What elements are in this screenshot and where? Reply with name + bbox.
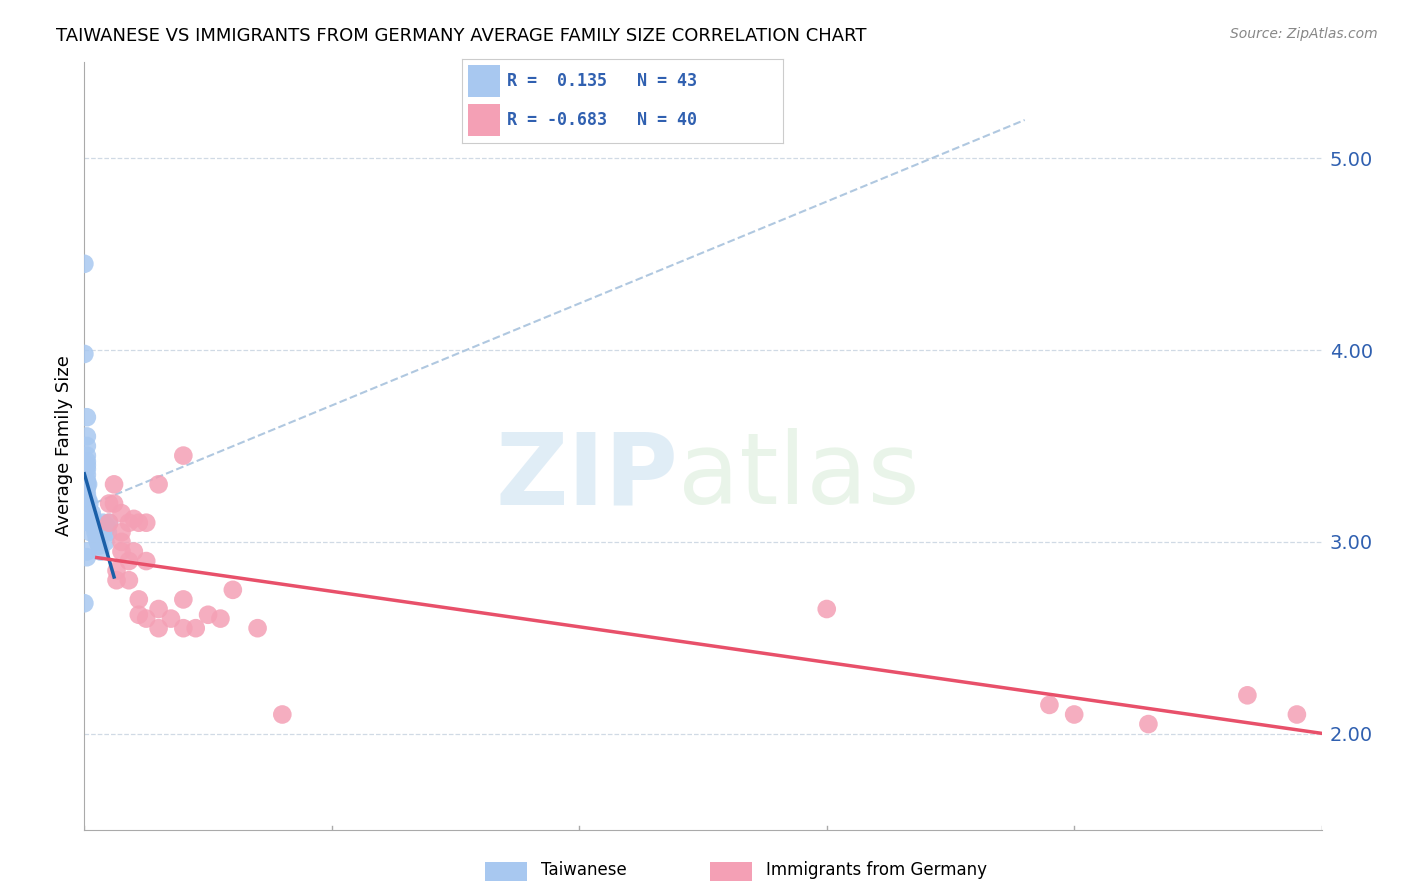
Point [73, 347, 96, 361]
Point [76, 467, 98, 482]
Point [76, 506, 98, 520]
Text: ZIP: ZIP [495, 428, 678, 525]
Point [94, 534, 117, 549]
Point [73, 596, 96, 610]
Point [128, 592, 150, 607]
Point [135, 554, 157, 568]
Point [135, 612, 157, 626]
Point [77, 477, 100, 491]
Point [76, 458, 98, 473]
Point [79, 516, 101, 530]
Point [271, 707, 294, 722]
Point [110, 534, 132, 549]
Point [91, 516, 114, 530]
Point [76, 544, 98, 558]
Point [128, 607, 150, 622]
Point [98, 516, 121, 530]
Point [89, 539, 111, 553]
Point [76, 449, 98, 463]
Point [160, 612, 183, 626]
Point [79, 516, 101, 530]
Point [79, 525, 101, 540]
Point [90, 525, 112, 540]
Point [172, 592, 194, 607]
Point [184, 621, 207, 635]
Point [97, 525, 120, 540]
Point [87, 534, 110, 549]
Point [1236, 689, 1258, 703]
Point [76, 500, 98, 515]
Point [1285, 707, 1308, 722]
Point [1137, 717, 1160, 731]
Point [76, 454, 98, 468]
Point [80, 506, 103, 520]
Point [76, 481, 98, 495]
Point [98, 516, 121, 530]
Point [122, 544, 145, 558]
Text: TAIWANESE VS IMMIGRANTS FROM GERMANY AVERAGE FAMILY SIZE CORRELATION CHART: TAIWANESE VS IMMIGRANTS FROM GERMANY AVE… [56, 27, 866, 45]
Text: Taiwanese: Taiwanese [541, 861, 627, 879]
Text: Immigrants from Germany: Immigrants from Germany [766, 861, 987, 879]
Point [77, 506, 100, 520]
Point [76, 474, 98, 488]
Point [172, 449, 194, 463]
Point [105, 564, 128, 578]
Point [110, 525, 132, 540]
Point [128, 516, 150, 530]
Point [79, 496, 101, 510]
Point [209, 612, 232, 626]
Y-axis label: Average Family Size: Average Family Size [55, 356, 73, 536]
Text: atlas: atlas [678, 428, 920, 525]
Point [76, 462, 98, 476]
Point [118, 574, 141, 588]
Point [815, 602, 838, 616]
Point [1038, 698, 1060, 712]
Point [84, 525, 107, 540]
Point [110, 506, 132, 520]
Point [82, 512, 104, 526]
Text: Source: ZipAtlas.com: Source: ZipAtlas.com [1230, 27, 1378, 41]
Point [148, 621, 170, 635]
Point [73, 257, 96, 271]
Point [76, 439, 98, 453]
Point [83, 519, 105, 533]
Point [222, 582, 245, 597]
Point [89, 544, 111, 558]
Point [76, 492, 98, 507]
Point [77, 492, 100, 507]
Point [76, 487, 98, 501]
Point [105, 574, 128, 588]
Point [76, 550, 98, 565]
Point [197, 607, 219, 622]
Point [122, 512, 145, 526]
Point [76, 410, 98, 425]
Point [135, 516, 157, 530]
Point [76, 429, 98, 443]
Point [110, 544, 132, 558]
Point [148, 477, 170, 491]
Point [148, 602, 170, 616]
Point [1063, 707, 1085, 722]
Point [246, 621, 269, 635]
Point [118, 516, 141, 530]
Point [98, 496, 121, 510]
Point [76, 477, 98, 491]
Point [93, 525, 115, 540]
Point [96, 519, 118, 533]
Point [103, 496, 125, 510]
Point [118, 554, 141, 568]
Point [103, 477, 125, 491]
Point [172, 621, 194, 635]
Point [86, 531, 108, 545]
Point [76, 496, 98, 510]
